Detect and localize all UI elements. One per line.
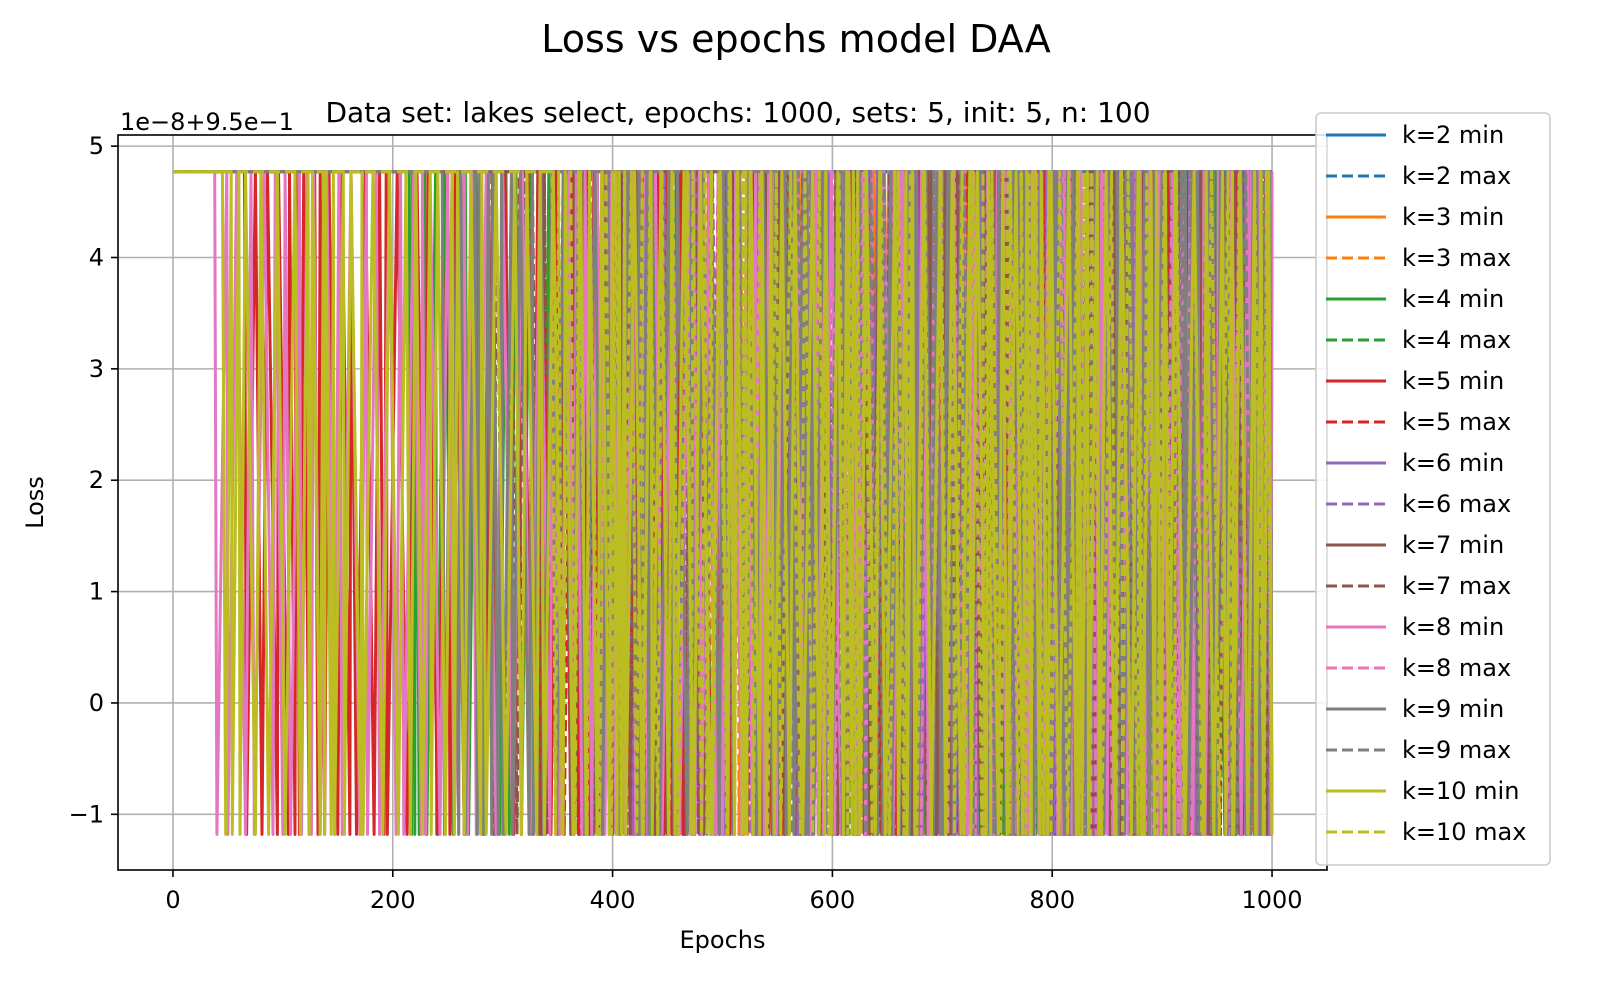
legend-label: k=7 min (1402, 531, 1504, 559)
legend-label: k=4 min (1402, 285, 1504, 313)
y-tick-label: 5 (89, 132, 104, 160)
y-offset-label: 1e−8+9.5e−1 (120, 108, 294, 136)
legend-label: k=7 max (1402, 572, 1511, 600)
x-tick-label: 800 (1029, 886, 1075, 914)
x-tick-label: 200 (370, 886, 416, 914)
legend-label: k=5 min (1402, 367, 1504, 395)
x-tick-label: 1000 (1242, 886, 1303, 914)
legend-label: k=10 max (1402, 818, 1526, 846)
legend-label: k=6 min (1402, 449, 1504, 477)
chart-title: Loss vs epochs model DAA (541, 17, 1050, 61)
y-tick-label: −1 (69, 800, 104, 828)
x-tick-label: 400 (590, 886, 636, 914)
legend-label: k=8 max (1402, 654, 1511, 682)
y-tick-label: 2 (89, 466, 104, 494)
y-tick-label: 0 (89, 689, 104, 717)
x-tick-label: 0 (165, 886, 180, 914)
x-tick-label: 600 (810, 886, 856, 914)
legend-label: k=2 min (1402, 121, 1504, 149)
legend-label: k=9 max (1402, 736, 1511, 764)
series-line (173, 170, 1274, 836)
y-axis-label: Loss (21, 476, 49, 529)
legend-label: k=5 max (1402, 408, 1511, 436)
legend-label: k=9 min (1402, 695, 1504, 723)
legend-label: k=8 min (1402, 613, 1504, 641)
series-line (173, 170, 1274, 836)
legend-label: k=10 min (1402, 777, 1519, 805)
series-line (173, 170, 1274, 836)
plot-area (173, 170, 1274, 836)
chart-subtitle: Data set: lakes select, epochs: 1000, se… (325, 96, 1150, 129)
legend-label: k=2 max (1402, 162, 1511, 190)
legend: k=2 min k=2 max k=3 min k=3 max k=4 min k=4 m… (1315, 112, 1551, 866)
y-tick-label: 4 (89, 244, 104, 272)
legend-box (1315, 112, 1551, 866)
legend-label: k=4 max (1402, 326, 1511, 354)
legend-label: k=3 max (1402, 244, 1511, 272)
y-tick-label: 3 (89, 355, 104, 383)
y-tick-label: 1 (89, 578, 104, 606)
axis-ticks: 0 200 400 600 800 1000 −1 0 1 2 3 4 5 (69, 132, 1303, 914)
legend-label: k=3 min (1402, 203, 1504, 231)
x-axis-label: Epochs (680, 926, 766, 954)
legend-label: k=6 max (1402, 490, 1511, 518)
